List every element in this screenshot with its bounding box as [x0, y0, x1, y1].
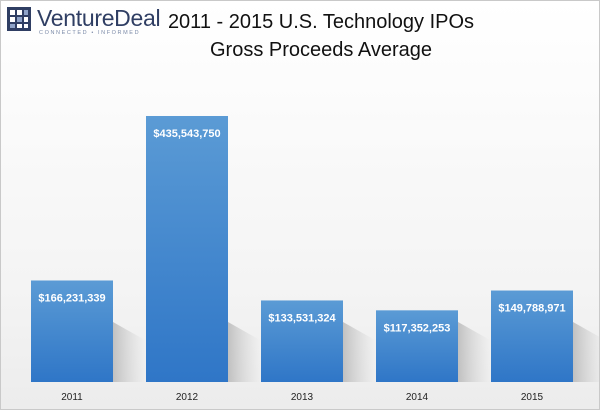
bar-2014: [376, 310, 458, 382]
bar-shadow: [458, 322, 490, 382]
data-label-2013: $133,531,324: [268, 312, 336, 324]
logo-tagline: CONNECTED • INFORMED: [39, 30, 141, 36]
data-label-2014: $117,352,253: [384, 322, 451, 334]
chart-subtitle: Gross Proceeds Average: [210, 39, 432, 61]
data-label-2012: $435,543,750: [153, 128, 220, 140]
x-tick-label-2011: 2011: [61, 392, 83, 403]
bar-2012: [146, 116, 228, 382]
data-label-2011: $166,231,339: [38, 292, 105, 304]
data-label-2015: $149,788,971: [498, 303, 565, 315]
bar-shadow: [113, 322, 145, 382]
bar-shadow: [573, 322, 599, 382]
bar-2013: [261, 300, 343, 382]
x-tick-label-2014: 2014: [406, 392, 429, 403]
bar-shadow: [228, 322, 260, 382]
bar-2011: [31, 280, 113, 382]
x-tick-label-2015: 2015: [521, 392, 544, 403]
x-tick-label-2013: 2013: [291, 392, 314, 403]
bar-shadow: [343, 322, 375, 382]
logo-grid-icon: [7, 7, 31, 31]
x-tick-label-2012: 2012: [176, 392, 199, 403]
bar-2015: [491, 290, 573, 382]
chart-title: 2011 - 2015 U.S. Technology IPOs: [167, 11, 475, 33]
logo-name: VentureDeal: [37, 5, 161, 31]
